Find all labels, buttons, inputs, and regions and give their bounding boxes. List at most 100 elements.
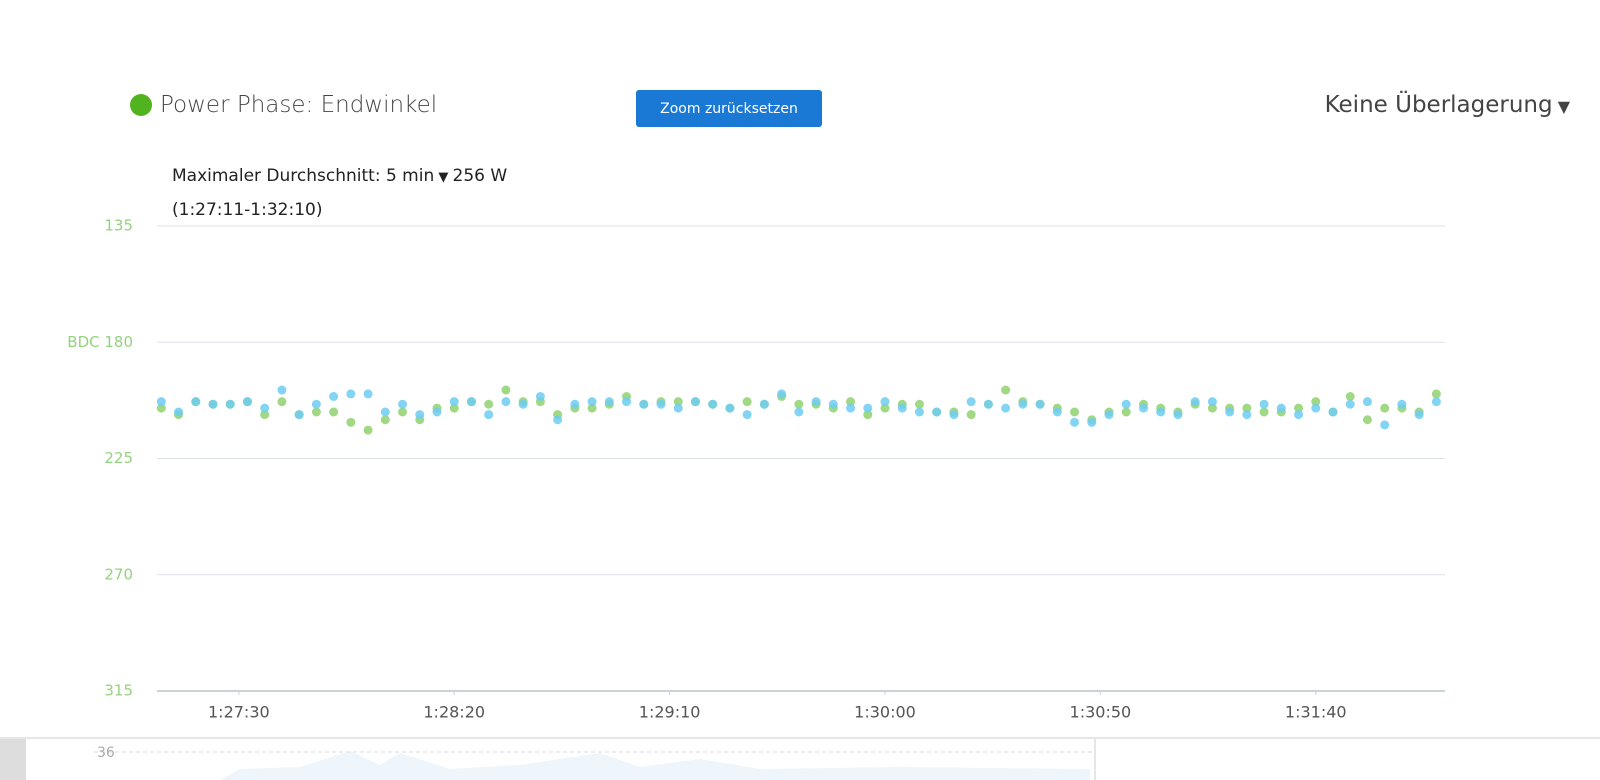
data-point: [1311, 397, 1321, 407]
x-tick-label: 1:28:20: [423, 703, 485, 722]
stat-block: Maximaler Durchschnitt: 5 min ▼ 256 W (1…: [172, 160, 507, 226]
data-point: [449, 403, 459, 413]
navigator-area: [220, 751, 1090, 780]
data-point: [242, 397, 252, 407]
data-point: [501, 397, 511, 407]
data-point: [587, 403, 597, 413]
data-point: [1242, 403, 1252, 413]
x-tick-label: 1:30:00: [854, 703, 916, 722]
data-point: [690, 397, 700, 407]
data-point: [1173, 410, 1183, 420]
stat-row: Maximaler Durchschnitt: 5 min ▼ 256 W: [172, 160, 507, 194]
data-point: [380, 415, 390, 425]
data-point: [1328, 407, 1338, 417]
data-point: [1104, 410, 1114, 420]
data-point: [191, 397, 201, 407]
y-tick-label: BDC 180: [67, 333, 133, 351]
data-point: [914, 407, 924, 417]
navigator-preview: [94, 739, 1096, 780]
data-point: [260, 410, 270, 420]
data-point: [639, 399, 649, 409]
data-point: [311, 407, 321, 417]
data-point: [673, 397, 683, 407]
data-point: [329, 392, 339, 401]
data-point: [432, 407, 442, 417]
navigator: 36: [0, 737, 1600, 780]
data-point: [1345, 399, 1355, 409]
data-point: [518, 399, 528, 409]
data-point: [174, 407, 184, 417]
data-point: [1431, 389, 1441, 399]
data-point: [1035, 399, 1045, 409]
stat-label[interactable]: Maximaler Durchschnitt: 5 min: [172, 166, 435, 186]
data-point: [966, 397, 976, 407]
stat-value: 256 W: [452, 166, 508, 186]
data-point: [828, 399, 838, 409]
data-point: [311, 399, 321, 409]
data-point: [1242, 410, 1252, 420]
data-point: [535, 392, 545, 401]
data-point: [880, 397, 890, 407]
chart-title: Power Phase: Endwinkel: [130, 92, 437, 118]
data-point: [1397, 399, 1407, 409]
data-point: [1311, 403, 1321, 413]
data-point: [1207, 397, 1217, 407]
data-point: [501, 385, 511, 395]
data-point: [932, 407, 942, 417]
data-point: [449, 397, 459, 407]
overlay-text: Keine Überlagerung: [1324, 92, 1553, 118]
data-point: [863, 410, 873, 420]
data-point: [398, 399, 408, 409]
data-point: [484, 410, 494, 420]
navigator-handle[interactable]: [0, 739, 26, 780]
data-point: [1294, 403, 1304, 413]
stat-range: (1:27:11-1:32:10): [172, 200, 323, 220]
data-point: [277, 385, 287, 395]
data-point: [1087, 417, 1097, 427]
data-point: [656, 399, 666, 409]
data-point: [380, 407, 390, 417]
data-point: [880, 403, 890, 413]
reset-zoom-button[interactable]: Zoom zurücksetzen: [636, 90, 822, 127]
data-point: [983, 399, 993, 409]
data-point: [1052, 407, 1062, 417]
data-point: [1070, 407, 1080, 417]
y-tick-label: 135: [104, 217, 133, 235]
data-point: [277, 397, 287, 407]
data-point: [346, 417, 356, 427]
data-point: [863, 403, 873, 413]
y-tick-label: 315: [104, 682, 133, 700]
data-point: [673, 403, 683, 413]
data-point: [1294, 410, 1304, 420]
dropdown-arrow: ▼: [1552, 97, 1570, 116]
x-tick-label: 1:30:50: [1070, 703, 1132, 722]
data-point: [260, 403, 270, 413]
data-point: [1380, 420, 1390, 430]
overlay-dropdown[interactable]: Keine Überlagerung ▼: [1325, 92, 1570, 118]
data-point: [156, 403, 166, 413]
data-point: [1362, 415, 1372, 425]
data-point: [1121, 399, 1131, 409]
data-point: [156, 397, 166, 407]
data-point: [294, 410, 304, 420]
data-point: [777, 389, 787, 399]
data-point: [708, 399, 718, 409]
data-point: [363, 389, 373, 399]
data-point: [1276, 403, 1286, 413]
legend-dot: [130, 94, 152, 116]
data-point: [622, 397, 632, 407]
data-point: [1018, 399, 1028, 409]
data-point: [1345, 392, 1355, 401]
data-point: [363, 425, 373, 435]
navigator-label: 36: [97, 745, 115, 761]
chart: 135 BDC 180 225 270 315 1:27:30 1:28:20 1:29:10…: [67, 217, 1445, 722]
data-point: [604, 397, 614, 407]
data-point: [587, 397, 597, 407]
data-point: [1225, 407, 1235, 417]
data-point: [846, 397, 856, 407]
data-point: [1414, 410, 1424, 420]
data-point: [484, 399, 494, 409]
data-point: [949, 410, 959, 420]
data-point: [897, 403, 907, 413]
